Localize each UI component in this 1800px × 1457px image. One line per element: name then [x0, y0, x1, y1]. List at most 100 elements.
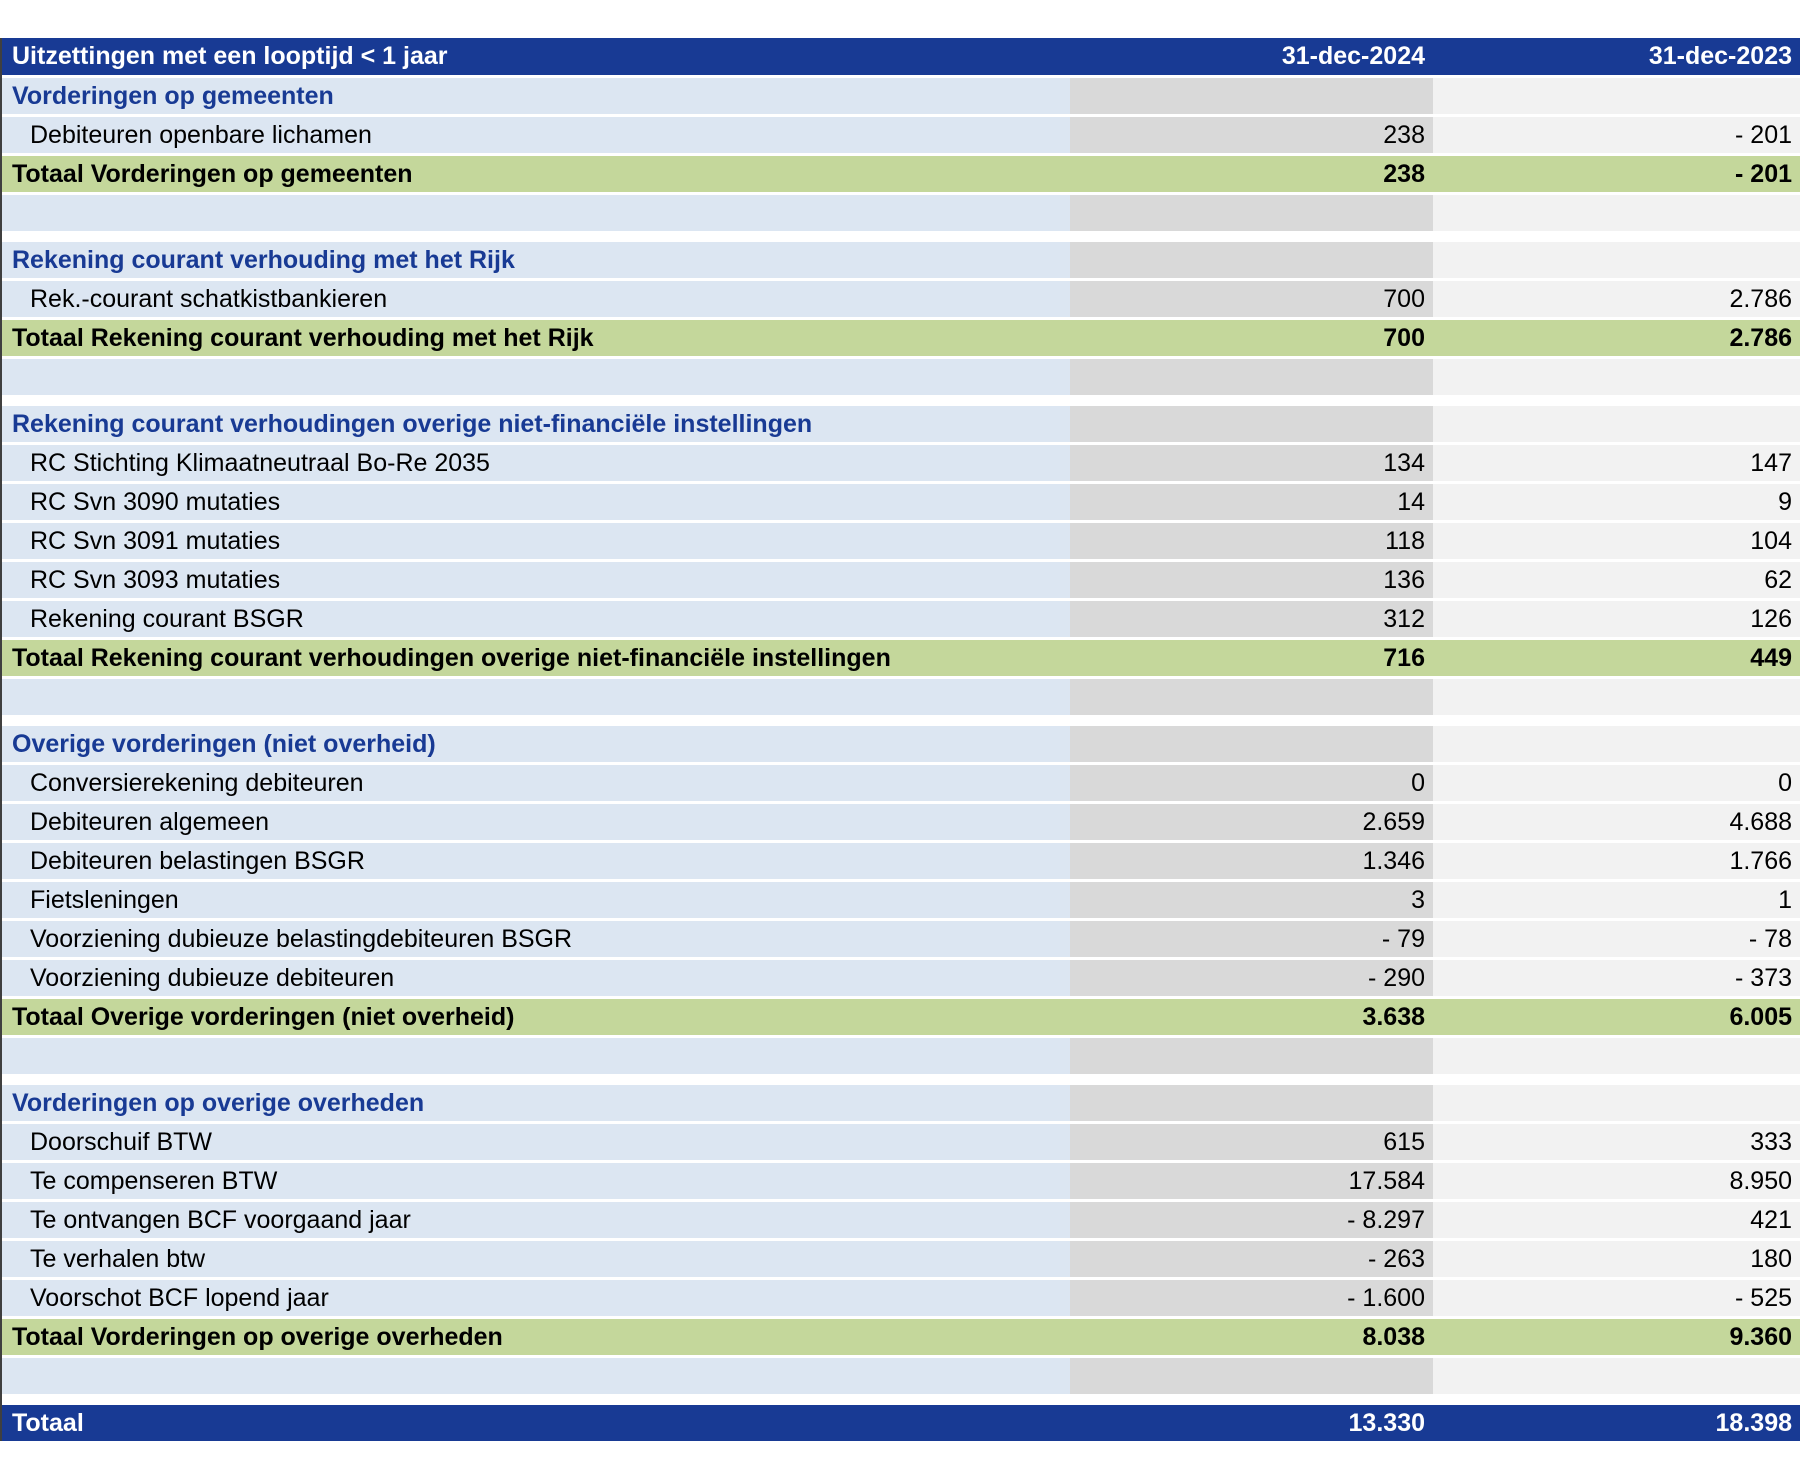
data-row: RC Stichting Klimaatneutraal Bo-Re 2035 1… [2, 445, 1800, 481]
grand-total-value-2024: 13.330 [1070, 1405, 1433, 1441]
value-2024 [1070, 195, 1433, 231]
value-2024: 134 [1070, 445, 1433, 481]
value-2023: 9.360 [1433, 1319, 1800, 1355]
grand-total-row: Totaal 13.330 18.398 [2, 1405, 1800, 1441]
value-2024: 14 [1070, 484, 1433, 520]
row-label: Debiteuren belastingen BSGR [2, 843, 1070, 879]
row-label [2, 195, 1070, 231]
value-2024 [1070, 1085, 1433, 1121]
section-header-row: Overige vorderingen (niet overheid) [2, 726, 1800, 762]
grand-total-value-2023: 18.398 [1433, 1405, 1800, 1441]
row-label: Te ontvangen BCF voorgaand jaar [2, 1202, 1070, 1238]
row-label [2, 1038, 1070, 1074]
value-2024: 238 [1070, 156, 1433, 192]
value-2024: 3.638 [1070, 999, 1433, 1035]
value-2023: - 201 [1433, 156, 1800, 192]
data-row: Voorschot BCF lopend jaar - 1.600- 525 [2, 1280, 1800, 1316]
empty-row [2, 359, 1800, 395]
row-label: Rekening courant verhoudingen overige ni… [2, 406, 1070, 442]
value-2023: - 373 [1433, 960, 1800, 996]
value-2024: 0 [1070, 765, 1433, 801]
value-2023: 2.786 [1433, 320, 1800, 356]
data-row: Te verhalen btw - 263 180 [2, 1241, 1800, 1277]
value-2023: 0 [1433, 765, 1800, 801]
value-2023: 333 [1433, 1124, 1800, 1160]
row-label [2, 1358, 1070, 1394]
value-2024: - 263 [1070, 1241, 1433, 1277]
value-2024: 118 [1070, 523, 1433, 559]
group-spacer [2, 1077, 1800, 1085]
row-label: RC Stichting Klimaatneutraal Bo-Re 2035 [2, 445, 1070, 481]
row-label: Te compenseren BTW [2, 1163, 1070, 1199]
row-label: Voorziening dubieuze belastingdebiteuren… [2, 921, 1070, 957]
data-row: Te compenseren BTW 17.584 8.950 [2, 1163, 1800, 1199]
column-header-2023: 31-dec-2023 [1433, 38, 1800, 75]
section-header-row: Rekening courant verhoudingen overige ni… [2, 406, 1800, 442]
data-row: Conversierekening debiteuren 0 0 [2, 765, 1800, 801]
data-row: Rekening courant BSGR 312 126 [2, 601, 1800, 637]
value-2024: 2.659 [1070, 804, 1433, 840]
value-2024 [1070, 242, 1433, 278]
value-2023: 180 [1433, 1241, 1800, 1277]
empty-row [2, 195, 1800, 231]
value-2023: 421 [1433, 1202, 1800, 1238]
section-header-row: Vorderingen op gemeenten [2, 78, 1800, 114]
row-label: Overige vorderingen (niet overheid) [2, 726, 1070, 762]
value-2024: - 290 [1070, 960, 1433, 996]
row-label: Debiteuren openbare lichamen [2, 117, 1070, 153]
row-label: Voorschot BCF lopend jaar [2, 1280, 1070, 1316]
value-2024 [1070, 1038, 1433, 1074]
value-2024: - 79 [1070, 921, 1433, 957]
value-2023: 4.688 [1433, 804, 1800, 840]
group-spacer [2, 718, 1800, 726]
value-2024 [1070, 359, 1433, 395]
value-2024: 312 [1070, 601, 1433, 637]
data-row: Debiteuren belastingen BSGR 1.346 1.766 [2, 843, 1800, 879]
value-2023: 1.766 [1433, 843, 1800, 879]
value-2023 [1433, 1038, 1800, 1074]
empty-row [2, 1358, 1800, 1394]
row-label: Te verhalen btw [2, 1241, 1070, 1277]
value-2024: 8.038 [1070, 1319, 1433, 1355]
value-2023: 449 [1433, 640, 1800, 676]
empty-row [2, 679, 1800, 715]
value-2024: - 8.297 [1070, 1202, 1433, 1238]
data-row: RC Svn 3091 mutaties 118 104 [2, 523, 1800, 559]
value-2024: 238 [1070, 117, 1433, 153]
row-label: Rekening courant verhouding met het Rijk [2, 242, 1070, 278]
value-2024: 700 [1070, 281, 1433, 317]
table-body: Vorderingen op gemeenten Debiteuren openb… [2, 78, 1800, 1405]
value-2024: 1.346 [1070, 843, 1433, 879]
value-2023: 8.950 [1433, 1163, 1800, 1199]
value-2023: 6.005 [1433, 999, 1800, 1035]
row-label: Rek.-courant schatkistbankieren [2, 281, 1070, 317]
value-2023: 9 [1433, 484, 1800, 520]
value-2023 [1433, 679, 1800, 715]
group-spacer [2, 1397, 1800, 1405]
value-2024 [1070, 78, 1433, 114]
row-label: Vorderingen op overige overheden [2, 1085, 1070, 1121]
value-2024: 716 [1070, 640, 1433, 676]
value-2023: 1 [1433, 882, 1800, 918]
row-label: Voorziening dubieuze debiteuren [2, 960, 1070, 996]
group-spacer [2, 398, 1800, 406]
value-2024 [1070, 679, 1433, 715]
group-spacer [2, 234, 1800, 242]
row-label: RC Svn 3093 mutaties [2, 562, 1070, 598]
balance-table: Uitzettingen met een looptijd < 1 jaar 3… [0, 38, 1800, 1441]
group-total-row: Totaal Overige vorderingen (niet overhei… [2, 999, 1800, 1035]
value-2024: 615 [1070, 1124, 1433, 1160]
value-2024: 3 [1070, 882, 1433, 918]
section-header-row: Rekening courant verhouding met het Rijk [2, 242, 1800, 278]
data-row: Doorschuif BTW 615 333 [2, 1124, 1800, 1160]
row-label: Doorschuif BTW [2, 1124, 1070, 1160]
data-row: RC Svn 3093 mutaties 136 62 [2, 562, 1800, 598]
row-label: Totaal Vorderingen op overige overheden [2, 1319, 1070, 1355]
row-label [2, 359, 1070, 395]
value-2024: 700 [1070, 320, 1433, 356]
value-2023: 126 [1433, 601, 1800, 637]
value-2023: - 201 [1433, 117, 1800, 153]
value-2023 [1433, 242, 1800, 278]
value-2023 [1433, 195, 1800, 231]
